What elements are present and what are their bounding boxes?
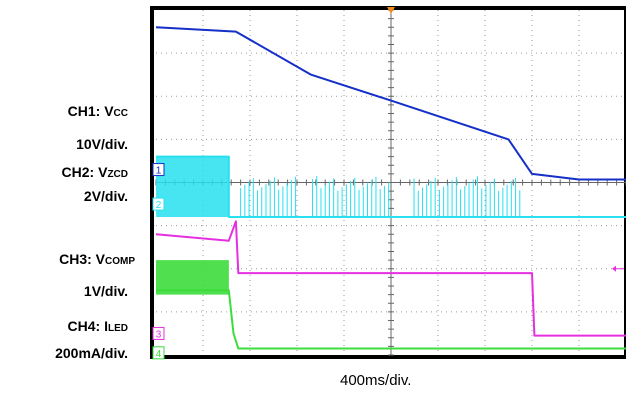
ground-marker-4 xyxy=(152,346,165,360)
ch3-sub: COMP xyxy=(105,256,135,267)
trace-ch2 xyxy=(156,155,626,218)
trigger-marker xyxy=(387,7,395,14)
ch2-scale: 2V/div. xyxy=(83,188,128,204)
ch1-name: CH1: V xyxy=(67,103,114,119)
ground-marker-3 xyxy=(152,326,165,340)
ch1-name-label: CH1: VCC xyxy=(20,103,128,122)
trace-ch1 xyxy=(155,26,626,181)
ch4-name-label: CH4: ILED xyxy=(20,318,128,337)
timebase-label: 400ms/div. xyxy=(340,372,412,389)
oscilloscope-plot: 1 2 3 4 xyxy=(150,6,626,360)
ch1-sub: CC xyxy=(113,108,128,119)
ch2-name-label: CH2: VZCD xyxy=(20,164,128,183)
ch2-name: CH2: V xyxy=(61,164,108,180)
ch2-burst-block xyxy=(156,156,229,217)
ch4-name: CH4: I xyxy=(67,318,108,334)
trace-ch3 xyxy=(155,220,626,337)
ground-marker-1 xyxy=(152,163,165,177)
ch4-scale: 200mA/div. xyxy=(55,345,128,361)
ground-marker-2 xyxy=(152,197,165,211)
ch3-name-label: CH3: VCOMP xyxy=(0,251,135,270)
ch3-scale: 1V/div. xyxy=(83,283,128,299)
ground-marker-label-4: 4 xyxy=(156,349,162,360)
ch3-name: CH3: V xyxy=(59,251,105,267)
ground-marker-label-2: 2 xyxy=(156,200,162,211)
ch3-arrow-head xyxy=(612,265,616,272)
ch4-sub: LED xyxy=(108,323,128,334)
ground-marker-label-1: 1 xyxy=(156,166,162,177)
ground-marker-label-3: 3 xyxy=(156,329,162,340)
ch2-sub: ZCD xyxy=(107,169,128,180)
ch4-burst-block xyxy=(156,260,229,295)
ch1-scale: 10V/div. xyxy=(76,136,128,152)
